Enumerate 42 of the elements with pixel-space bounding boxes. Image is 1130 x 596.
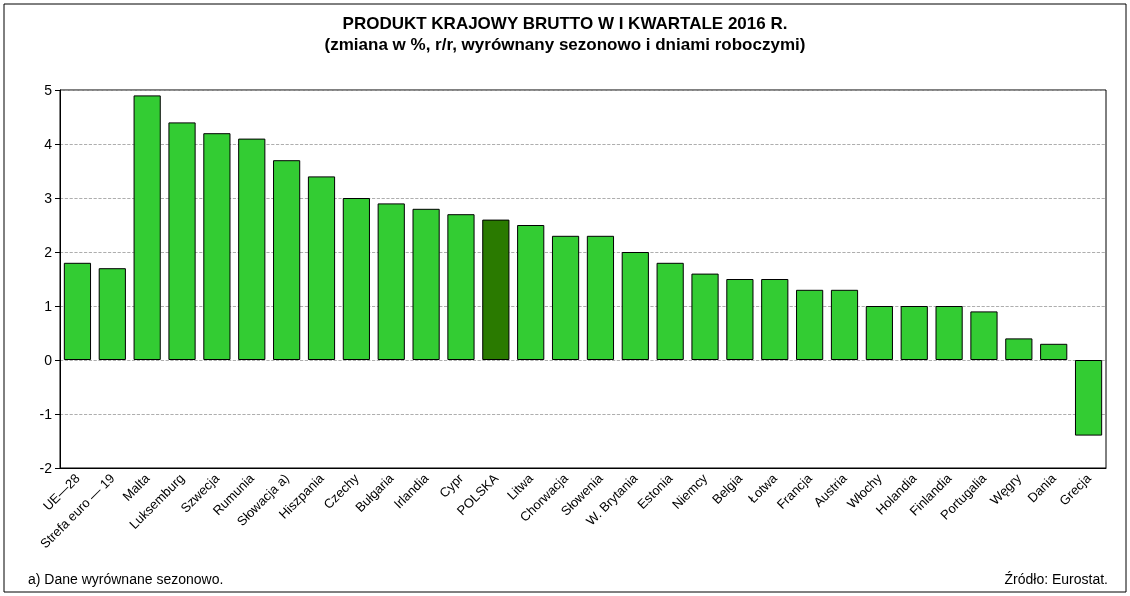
y-tick-label: 2 (44, 244, 53, 260)
bar (273, 160, 301, 360)
bar (865, 306, 893, 360)
y-tick-label: 3 (44, 190, 53, 206)
bar (238, 138, 266, 360)
bar (98, 268, 126, 360)
bar (551, 235, 580, 360)
bar (656, 262, 684, 360)
y-tick-label: 4 (44, 136, 53, 152)
bar (935, 306, 963, 360)
bar (1074, 360, 1103, 436)
y-tick-label: 1 (44, 298, 53, 314)
bar (203, 133, 231, 360)
bar (830, 289, 859, 360)
y-tick-label: -1 (39, 406, 53, 422)
bar (691, 273, 719, 360)
chart-title: PRODUKT KRAJOWY BRUTTO W I KWARTALE 2016 R. (342, 14, 788, 33)
text: a) Dane wyrównane sezonowo. (28, 571, 224, 587)
bar (796, 289, 824, 360)
bar (133, 95, 161, 360)
bar (342, 198, 370, 360)
bar (900, 306, 928, 360)
bar (1005, 338, 1033, 360)
bar (307, 176, 336, 360)
bar (586, 235, 615, 360)
bar (621, 252, 649, 360)
bar (447, 214, 475, 360)
text: Źródło: Eurostat. (1004, 571, 1109, 587)
bar (970, 311, 998, 360)
bar (1040, 343, 1068, 360)
bar (377, 203, 405, 360)
bar (412, 208, 440, 360)
bar (63, 262, 92, 360)
bar (482, 219, 510, 360)
bar (726, 279, 754, 360)
bar (517, 225, 545, 360)
bar (168, 122, 196, 360)
bar (761, 279, 789, 360)
y-tick-label: 5 (44, 82, 53, 98)
y-tick-label: -2 (39, 460, 53, 476)
y-tick-label: 0 (44, 352, 53, 368)
chart-subtitle: (zmiana w %, r/r, wyrównany sezonowo i dniami roboczymi) (324, 35, 806, 54)
